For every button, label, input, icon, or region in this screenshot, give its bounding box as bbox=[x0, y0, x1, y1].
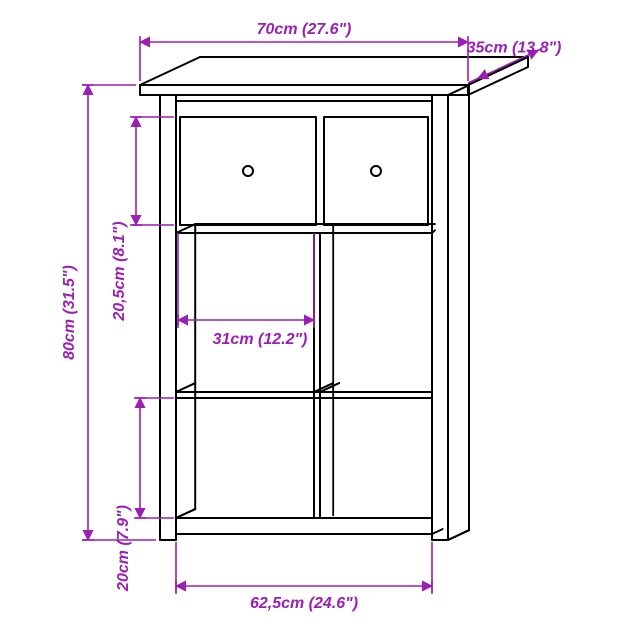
drawer-knob-left bbox=[243, 166, 253, 176]
drawer-knob-right bbox=[371, 166, 381, 176]
dim-width-top: 70cm (27.6") bbox=[257, 21, 352, 38]
dim-depth-top: 35cm (13.8") bbox=[467, 40, 562, 57]
dim-compartment-width: 31cm (12.2") bbox=[213, 331, 308, 348]
dim-shelf-height: 20cm (7.9") bbox=[115, 505, 132, 592]
dim-drawer-height: 20,5cm (8.1") bbox=[111, 221, 128, 321]
dim-height-left: 80cm (31.5") bbox=[61, 265, 78, 360]
dim-inner-width-bottom: 62,5cm (24.6") bbox=[250, 595, 358, 612]
